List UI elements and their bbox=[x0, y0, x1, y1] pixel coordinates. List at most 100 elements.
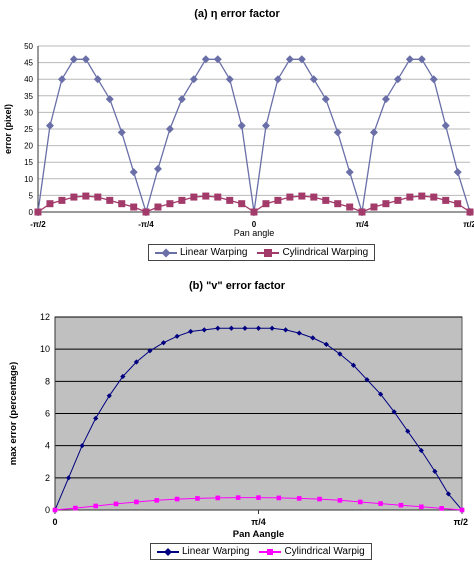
data-point bbox=[358, 208, 366, 216]
chart-b-legend: Linear Warping Cylindrical Warpig bbox=[150, 543, 372, 560]
data-point bbox=[189, 75, 198, 84]
data-point bbox=[393, 75, 402, 84]
data-point bbox=[286, 193, 294, 201]
data-point bbox=[377, 391, 384, 397]
data-point bbox=[345, 168, 354, 177]
y-tick-label: 30 bbox=[24, 108, 33, 117]
data-point bbox=[261, 121, 270, 130]
y-tick-label: 6 bbox=[45, 409, 50, 419]
data-point bbox=[46, 200, 54, 208]
legend-item-linear-warping-a: Linear Warping bbox=[155, 247, 247, 258]
data-point bbox=[334, 200, 342, 208]
data-point bbox=[417, 55, 426, 64]
data-point bbox=[262, 200, 270, 208]
data-point bbox=[310, 193, 318, 201]
data-point bbox=[391, 409, 397, 415]
data-point bbox=[274, 196, 282, 204]
data-point bbox=[394, 196, 402, 204]
data-point bbox=[466, 208, 474, 216]
legend-item-cylindrical-warping-a: Cylindrical Warping bbox=[257, 247, 368, 258]
data-point bbox=[441, 121, 450, 130]
data-point bbox=[201, 55, 210, 64]
y-tick-label: 8 bbox=[45, 376, 50, 386]
data-point bbox=[214, 193, 222, 201]
x-tick-label: π/4 bbox=[356, 220, 369, 229]
data-point bbox=[406, 193, 414, 201]
y-axis-label: error (pixel) bbox=[3, 104, 13, 154]
chart-a-plot: 0 5 10 15 20 25 30 35 40 45 50 -π/2 -π/4 0 π/4 π/2 Pan a… bbox=[3, 42, 474, 238]
x-tick-label: π/2 bbox=[454, 517, 468, 527]
data-point bbox=[113, 501, 119, 507]
data-point bbox=[381, 95, 390, 104]
data-point bbox=[337, 498, 343, 503]
y-tick-label: 50 bbox=[24, 42, 33, 51]
square-marker-icon bbox=[264, 248, 273, 257]
data-point bbox=[369, 128, 378, 137]
data-point bbox=[453, 168, 462, 177]
data-point bbox=[346, 203, 354, 211]
x-axis-label: Pan Aangle bbox=[233, 529, 284, 540]
data-point bbox=[357, 499, 363, 505]
data-point bbox=[454, 200, 462, 208]
data-point bbox=[142, 208, 150, 216]
data-point bbox=[238, 200, 246, 208]
data-point bbox=[129, 168, 138, 177]
data-point bbox=[297, 55, 306, 64]
data-point bbox=[134, 499, 139, 505]
data-point bbox=[154, 203, 162, 211]
data-point bbox=[309, 75, 318, 84]
y-tick-label: 2 bbox=[45, 473, 50, 483]
data-point bbox=[442, 196, 450, 204]
data-point bbox=[153, 164, 162, 173]
data-point bbox=[154, 498, 160, 503]
data-point bbox=[310, 335, 316, 341]
y-tick-label: 25 bbox=[24, 125, 33, 134]
data-point bbox=[378, 501, 383, 506]
x-tick-label: -π/2 bbox=[30, 220, 46, 229]
y-tick-label: 0 bbox=[29, 208, 34, 217]
data-point bbox=[256, 495, 261, 500]
y-tick-label: 40 bbox=[24, 75, 33, 84]
data-point bbox=[237, 121, 246, 130]
data-point bbox=[82, 192, 90, 200]
data-point bbox=[225, 75, 234, 84]
data-point bbox=[34, 208, 42, 216]
data-point bbox=[418, 192, 426, 200]
data-point bbox=[58, 196, 66, 204]
y-tick-label: 45 bbox=[24, 59, 33, 68]
diamond-marker-icon bbox=[161, 247, 171, 258]
data-point bbox=[174, 496, 180, 502]
data-point bbox=[52, 507, 58, 513]
data-point bbox=[323, 341, 329, 347]
data-point bbox=[57, 75, 66, 84]
data-point bbox=[398, 502, 404, 508]
data-point bbox=[317, 496, 322, 502]
data-point bbox=[405, 55, 414, 64]
data-point bbox=[350, 362, 357, 368]
data-point bbox=[160, 340, 167, 346]
data-point bbox=[285, 55, 294, 64]
data-point bbox=[93, 75, 102, 84]
series-line-1 bbox=[37, 58, 471, 215]
y-tick-label: 12 bbox=[40, 312, 50, 322]
x-axis-label: Pan angle bbox=[234, 228, 275, 238]
data-point bbox=[283, 327, 289, 333]
data-point bbox=[439, 506, 444, 511]
data-point bbox=[166, 200, 174, 208]
data-point bbox=[195, 496, 200, 501]
data-point bbox=[201, 327, 207, 333]
data-point bbox=[337, 351, 343, 357]
data-point bbox=[429, 75, 438, 84]
y-tick-label: 5 bbox=[29, 191, 34, 200]
data-point bbox=[418, 504, 424, 510]
data-point bbox=[459, 507, 465, 513]
data-point bbox=[105, 95, 114, 104]
y-tick-label: 20 bbox=[24, 142, 33, 151]
data-point bbox=[73, 505, 78, 511]
diamond-marker-icon bbox=[164, 547, 172, 556]
data-point bbox=[94, 193, 102, 201]
data-point bbox=[235, 495, 241, 500]
y-tick-label: 35 bbox=[24, 92, 33, 101]
data-point bbox=[178, 196, 186, 204]
data-point bbox=[45, 121, 54, 130]
